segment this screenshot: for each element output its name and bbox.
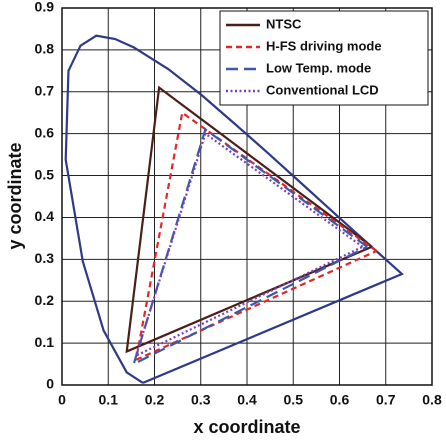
series-line: [131, 127, 368, 367]
y-tick-label: 0.8: [35, 41, 55, 57]
x-tick-label: 0.3: [191, 392, 211, 408]
x-tick-label: 0.5: [284, 392, 304, 408]
legend-label: Conventional LCD: [266, 82, 379, 97]
x-tick-label: 0: [58, 392, 66, 408]
x-tick-label: 0.4: [237, 392, 257, 408]
y-tick-label: 0.7: [35, 82, 55, 98]
series-line: [134, 110, 378, 362]
y-tick-label: 0.5: [35, 166, 55, 182]
x-tick-label: 0.1: [99, 392, 119, 408]
y-tick-label: 0.2: [35, 292, 55, 308]
legend-box: [219, 10, 429, 106]
y-tick-label: 0.4: [35, 208, 55, 224]
x-axis-label: x coordinate: [193, 417, 300, 437]
legend: NTSC H-FS driving mode Low Temp. mode Conve…: [219, 10, 429, 106]
series-line: [134, 131, 364, 358]
plot-frame: [61, 7, 433, 386]
series-line: [64, 34, 404, 384]
x-tick-label: 0.7: [376, 392, 396, 408]
y-tick-label: 0: [46, 376, 54, 392]
x-tick-label: 0.2: [145, 392, 165, 408]
legend-label: Low Temp. mode: [266, 60, 371, 75]
y-tick-label: 0.9: [35, 0, 55, 15]
y-tick-label: 0.1: [35, 334, 55, 350]
y-tick-label: 0.6: [35, 124, 55, 140]
y-tick-label: 0.3: [35, 250, 55, 266]
series-line: [125, 85, 373, 354]
x-tick-label: 0.8: [422, 392, 442, 408]
legend-label: H-FS driving mode: [266, 38, 382, 53]
x-tick-label: 0.6: [330, 392, 350, 408]
y-axis-label: y coordinate: [5, 142, 25, 249]
legend-label: NTSC: [266, 16, 302, 31]
